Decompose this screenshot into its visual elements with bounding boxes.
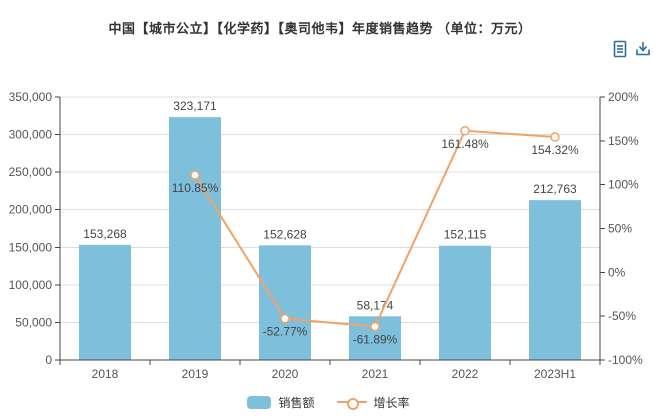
left-axis-tick-label: 150,000 [9,240,53,254]
left-axis-tick-label: 0 [45,353,52,367]
x-axis-category-label: 2023H1 [534,367,576,381]
bar-value-label: 323,171 [173,99,217,113]
sales-bar-2022[interactable] [439,245,491,360]
growth-point-2023H1[interactable] [550,132,560,142]
right-axis-tick-label: -50% [608,309,636,323]
left-axis-tick-label: 300,000 [9,128,53,142]
legend-label-growth: 增长率 [373,396,410,410]
bar-value-label: 153,268 [83,227,127,241]
right-axis-tick-label: 100% [608,178,639,192]
legend: 销售额 增长率 [0,394,657,411]
line-series-swatch-icon [336,396,367,410]
sales-bar-2019[interactable] [169,117,221,360]
legend-label-sales: 销售额 [278,396,315,410]
bar-value-label: 152,115 [444,228,487,242]
left-axis-tick-label: 50,000 [15,315,52,329]
growth-rate-label: -61.89% [353,333,398,347]
left-axis-tick-label: 250,000 [9,165,53,179]
growth-point-2021[interactable] [370,321,380,332]
left-axis-tick-label: 350,000 [9,90,53,104]
growth-rate-label: 161.48% [441,137,489,151]
data-view-icon[interactable] [612,40,628,58]
x-axis-category-label: 2020 [272,367,299,381]
sales-bar-2023H1[interactable] [529,200,581,360]
download-image-icon[interactable] [635,40,651,58]
sales-bar-2018[interactable] [79,244,131,360]
growth-rate-line [194,129,556,328]
x-axis-category-label: 2021 [362,367,389,381]
bar-value-label: 152,628 [263,227,307,241]
growth-rate-label: 154.32% [531,143,579,157]
x-axis-category-label: 2018 [92,367,119,381]
left-axis-tick-label: 200,000 [9,203,53,217]
bar-value-label: 58,174 [357,298,394,312]
chart-title: 中国【城市公立】【化学药】【奥司他韦】年度销售趋势 （单位：万元） [108,21,532,36]
right-axis-tick-label: 50% [608,222,632,236]
growth-point-2019[interactable] [190,170,200,180]
chart-toolbar [612,40,651,58]
right-axis-tick-label: -100% [608,353,643,367]
left-axis-tick-label: 100,000 [9,278,53,292]
growth-rate-label: 110.85% [172,181,219,195]
sales-bar-2020[interactable] [259,245,311,360]
legend-item-sales[interactable]: 销售额 [247,394,315,411]
x-axis-category-label: 2022 [452,367,479,381]
growth-point-2020[interactable] [280,313,290,324]
right-axis-tick-label: 0% [608,265,626,279]
bar-series-swatch-icon [247,396,272,409]
bar-value-label: 212,763 [533,182,577,196]
x-axis-category-label: 2019 [182,367,209,381]
right-axis-tick-label: 150% [608,134,639,148]
right-axis-tick-label: 200% [608,90,639,104]
growth-rate-label: -52.77% [263,325,308,339]
legend-item-growth[interactable]: 增长率 [336,394,410,411]
growth-point-2022[interactable] [460,126,470,136]
